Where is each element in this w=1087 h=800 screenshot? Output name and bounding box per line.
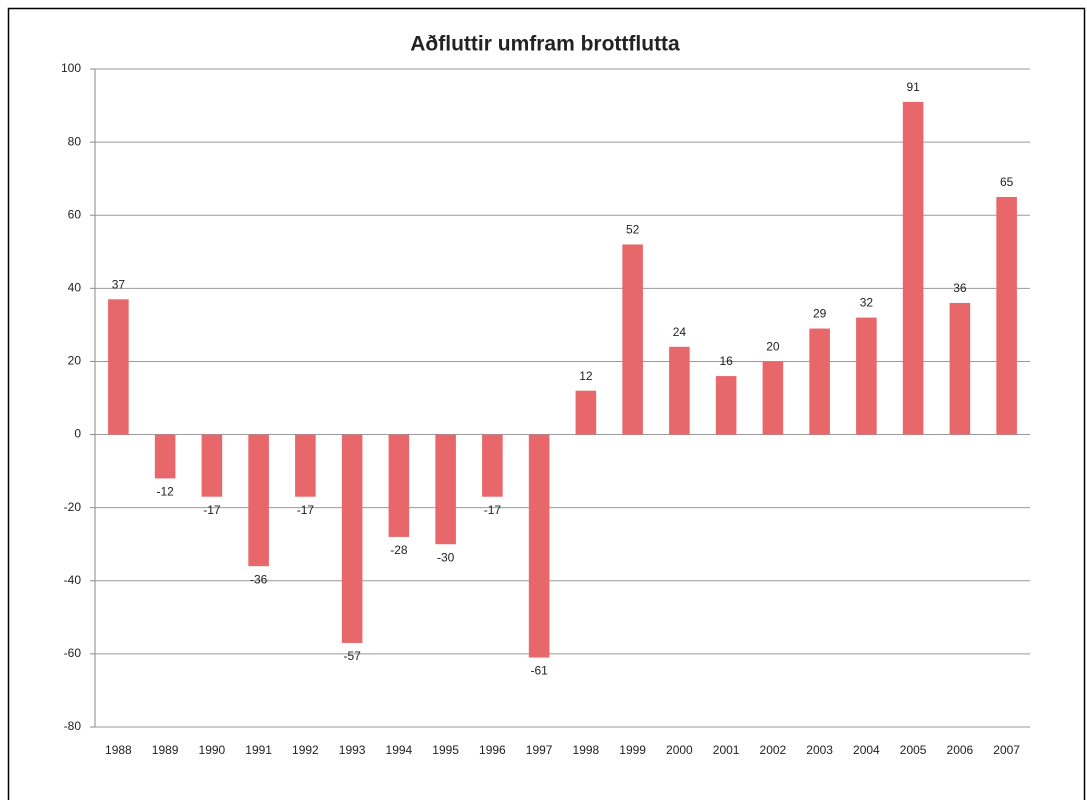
x-tick-label: 2000 bbox=[666, 743, 693, 757]
bar bbox=[341, 434, 363, 643]
data-label: -17 bbox=[203, 503, 221, 517]
x-tick-label: 1996 bbox=[479, 743, 506, 757]
y-tick-label: -60 bbox=[64, 646, 82, 660]
data-label: 65 bbox=[1000, 175, 1014, 189]
bar bbox=[575, 390, 597, 435]
x-tick-label: 2001 bbox=[713, 743, 740, 757]
x-tick-label: 1995 bbox=[432, 743, 459, 757]
data-label: -36 bbox=[250, 572, 268, 586]
bar bbox=[248, 434, 269, 567]
data-label: 16 bbox=[719, 354, 733, 368]
bar bbox=[108, 299, 129, 435]
bar bbox=[622, 244, 643, 435]
bar bbox=[809, 328, 830, 435]
data-label: -12 bbox=[156, 485, 174, 499]
data-label: 36 bbox=[953, 281, 967, 295]
data-label: 29 bbox=[813, 307, 827, 321]
y-tick-label: 40 bbox=[68, 281, 82, 295]
data-label: -57 bbox=[343, 649, 361, 663]
x-tick-label: 1997 bbox=[526, 743, 553, 757]
bar bbox=[902, 101, 924, 435]
x-tick-label: 2006 bbox=[947, 743, 974, 757]
y-tick-label: 20 bbox=[68, 354, 82, 368]
data-label: 37 bbox=[112, 277, 126, 291]
data-label: 12 bbox=[579, 369, 593, 383]
data-label: 52 bbox=[626, 223, 640, 237]
x-tick-label: 1988 bbox=[105, 743, 132, 757]
data-label: 24 bbox=[673, 325, 687, 339]
data-label: -61 bbox=[530, 664, 548, 678]
bar bbox=[949, 302, 971, 435]
y-tick-label: -20 bbox=[64, 500, 82, 514]
data-label: -28 bbox=[390, 543, 408, 557]
data-label: -17 bbox=[484, 503, 502, 517]
data-label: -17 bbox=[297, 503, 315, 517]
chart-title: Aðfluttir umfram brottflutta bbox=[410, 33, 680, 56]
data-label: -30 bbox=[437, 550, 455, 564]
bar bbox=[201, 434, 223, 497]
y-tick-label: -80 bbox=[64, 719, 82, 733]
x-tick-label: 2005 bbox=[900, 743, 927, 757]
x-tick-label: 2003 bbox=[806, 743, 833, 757]
bar bbox=[388, 434, 410, 537]
x-tick-label: 2002 bbox=[760, 743, 787, 757]
bar bbox=[762, 361, 784, 435]
x-tick-label: 2004 bbox=[853, 743, 880, 757]
bar bbox=[295, 434, 316, 497]
data-label: 20 bbox=[766, 340, 780, 354]
data-label: 91 bbox=[906, 80, 920, 94]
bar bbox=[482, 434, 503, 497]
x-tick-label: 1992 bbox=[292, 743, 319, 757]
x-tick-label: 1991 bbox=[245, 743, 272, 757]
x-tick-label: 1993 bbox=[339, 743, 366, 757]
x-tick-label: 2007 bbox=[993, 743, 1020, 757]
y-tick-label: 100 bbox=[61, 61, 81, 75]
x-tick-label: 1990 bbox=[199, 743, 226, 757]
data-label: 32 bbox=[860, 296, 874, 310]
x-tick-label: 1998 bbox=[573, 743, 600, 757]
y-tick-label: 80 bbox=[68, 134, 82, 148]
bar bbox=[154, 434, 176, 479]
bar bbox=[856, 317, 877, 435]
bar bbox=[435, 434, 456, 545]
x-tick-label: 1989 bbox=[152, 743, 179, 757]
x-tick-label: 1999 bbox=[619, 743, 646, 757]
bar bbox=[996, 196, 1017, 435]
y-tick-label: 60 bbox=[68, 207, 82, 221]
bar bbox=[715, 376, 737, 435]
y-tick-label: -40 bbox=[64, 573, 82, 587]
bar bbox=[528, 434, 550, 658]
y-tick-label: 0 bbox=[74, 427, 81, 441]
bar bbox=[669, 346, 690, 435]
x-tick-label: 1994 bbox=[386, 743, 413, 757]
